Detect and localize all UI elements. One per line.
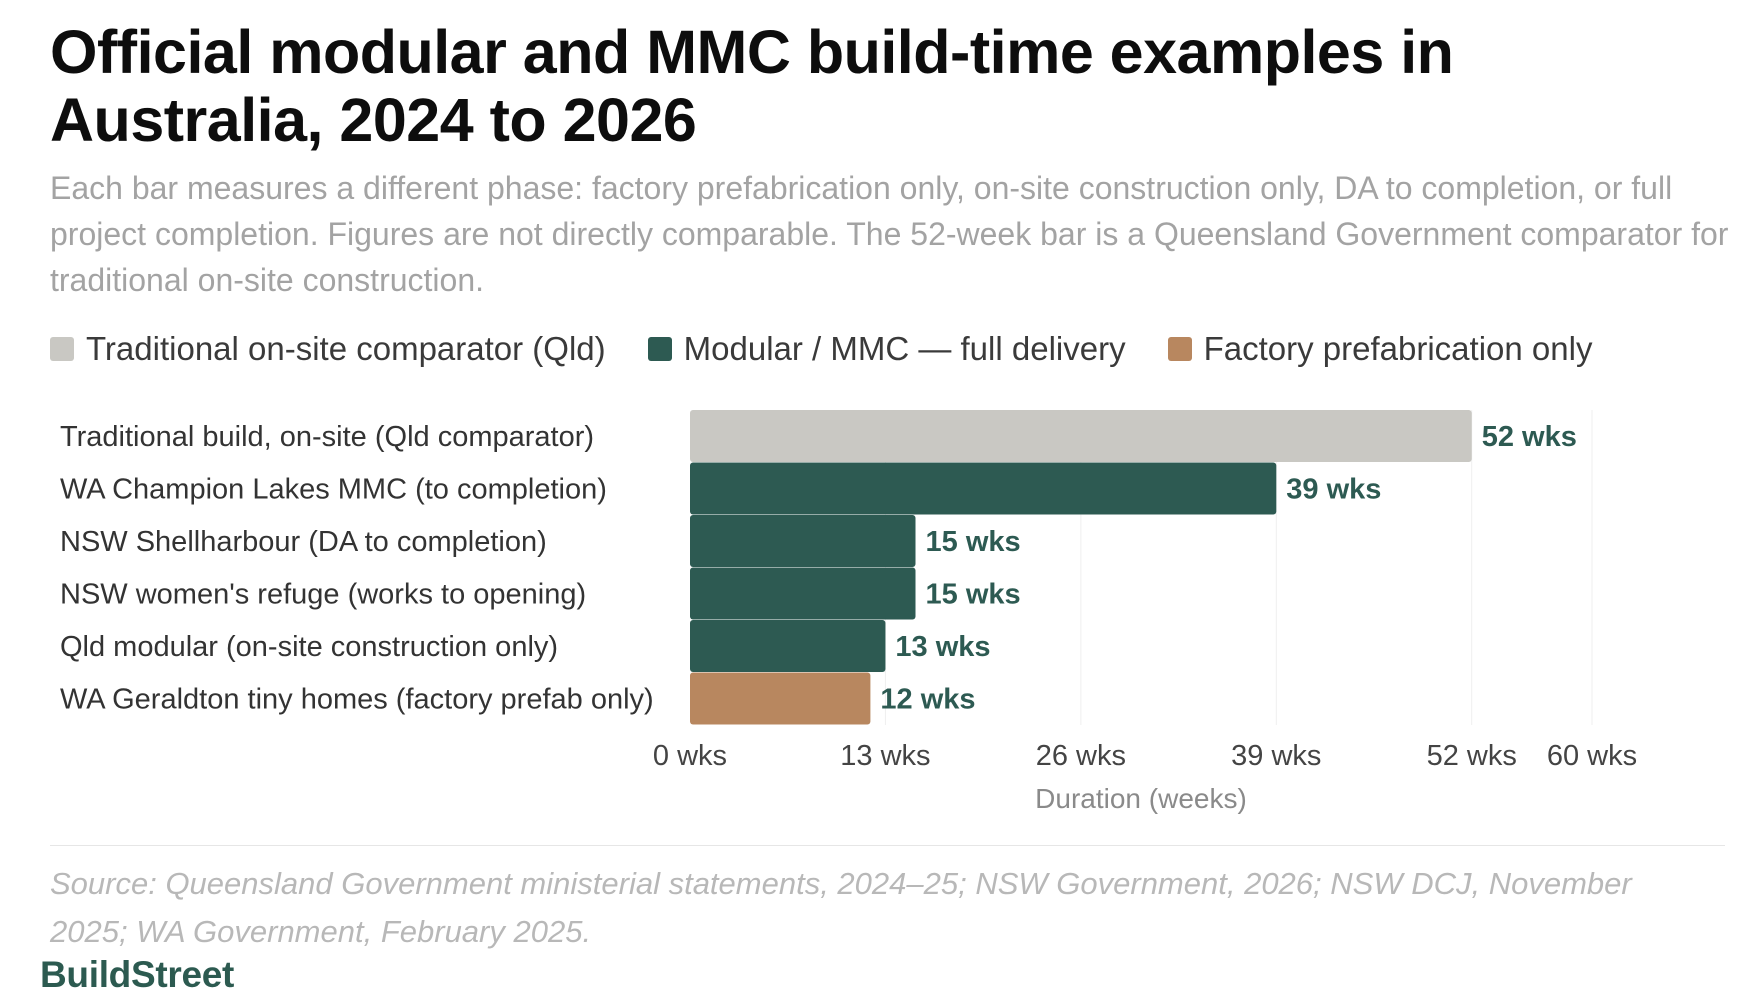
x-tick-label-3: 39 wks <box>1231 740 1321 772</box>
bar-4 <box>690 620 886 672</box>
value-label-5: 12 wks <box>880 684 975 716</box>
x-tick-label-0: 0 wks <box>653 740 727 772</box>
x-tick-label-2: 26 wks <box>1036 740 1126 772</box>
legend-label-modular: Modular / MMC — full delivery <box>683 330 1126 367</box>
bar-chart: Traditional build, on-site (Qld comparat… <box>60 410 1637 814</box>
legend-label-traditional: Traditional on-site comparator (Qld) <box>86 330 606 367</box>
x-tick-label-4: 52 wks <box>1427 740 1517 772</box>
legend: Traditional on-site comparator (Qld) Mod… <box>50 326 1634 372</box>
source-note: Source: Queensland Government ministeria… <box>50 866 1632 949</box>
value-label-3: 15 wks <box>926 579 1021 611</box>
legend-swatch-modular <box>647 337 672 361</box>
x-tick-label-1: 13 wks <box>840 740 930 772</box>
value-labels: 52 wks 39 wks 15 wks 15 wks 13 wks 12 wks <box>880 421 1576 716</box>
x-axis-ticks: 0 wks 13 wks 26 wks 39 wks 52 wks 60 wks <box>653 740 1637 772</box>
category-label-0: Traditional build, on-site (Qld comparat… <box>60 421 594 453</box>
legend-swatch-factory <box>1167 337 1192 361</box>
footer-divider <box>50 845 1725 846</box>
value-label-0: 52 wks <box>1482 421 1577 453</box>
bar-1 <box>690 462 1277 515</box>
legend-item-factory: Factory prefabrication only <box>1167 330 1593 368</box>
category-label-3: NSW women's refuge (works to opening) <box>60 579 586 611</box>
chart-subtitle: Each bar measures a different phase: fac… <box>50 170 1729 298</box>
category-label-2: NSW Shellharbour (DA to completion) <box>60 526 547 558</box>
bar-0 <box>690 410 1472 462</box>
x-tick-label-5: 60 wks <box>1547 740 1637 772</box>
bar-2 <box>690 515 916 567</box>
category-label-4: Qld modular (on-site construction only) <box>60 631 558 663</box>
legend-item-traditional: Traditional on-site comparator (Qld) <box>50 330 606 368</box>
legend-item-modular: Modular / MMC — full delivery <box>647 330 1126 368</box>
chart-title: Official modular and MMC build-time exam… <box>50 18 1454 154</box>
brand-logo: BuildStreet <box>40 954 235 995</box>
category-label-5: WA Geraldton tiny homes (factory prefab … <box>60 684 654 716</box>
category-label-1: WA Champion Lakes MMC (to completion) <box>60 474 607 506</box>
bars <box>690 410 1472 725</box>
value-label-2: 15 wks <box>926 526 1021 558</box>
value-label-1: 39 wks <box>1286 474 1381 506</box>
value-label-4: 13 wks <box>895 631 990 663</box>
bar-3 <box>690 567 916 620</box>
category-labels: Traditional build, on-site (Qld comparat… <box>60 421 654 716</box>
x-axis-title: Duration (weeks) <box>1035 783 1247 814</box>
bar-5 <box>690 672 871 725</box>
legend-swatch-traditional <box>50 337 74 361</box>
legend-label-factory: Factory prefabrication only <box>1203 330 1593 367</box>
